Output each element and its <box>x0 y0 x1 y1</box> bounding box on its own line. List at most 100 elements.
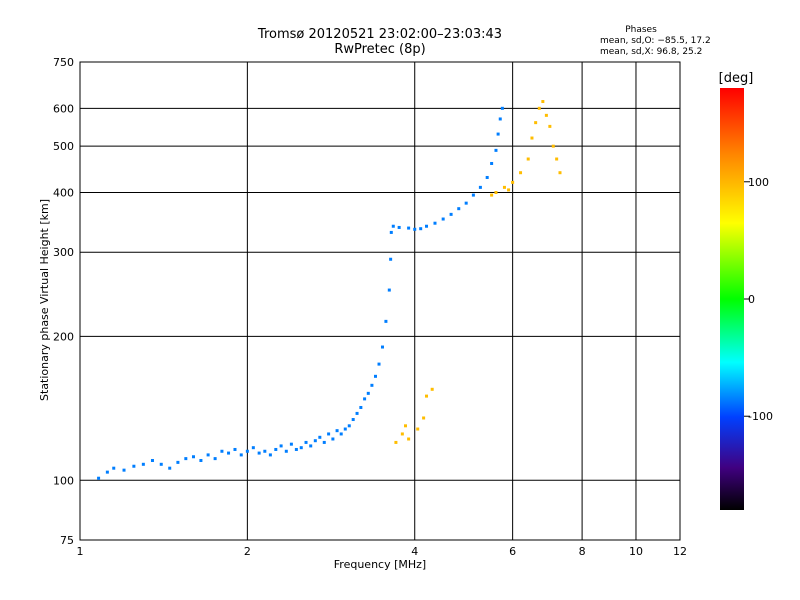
y-tick-label: 750 <box>53 56 74 69</box>
data-point-o <box>413 227 417 231</box>
data-point-x <box>537 106 541 110</box>
colorbar-label: [deg] <box>719 71 754 86</box>
y-tick-label: 600 <box>53 102 74 115</box>
data-point-o <box>274 447 278 451</box>
data-point-o <box>150 458 154 462</box>
data-point-o <box>309 444 313 448</box>
data-point-o <box>490 161 494 165</box>
data-point-o <box>141 462 145 466</box>
data-point-o <box>331 437 335 441</box>
data-point-o <box>105 470 109 474</box>
colorbar-tick-label: -100 <box>748 410 773 423</box>
chart-title: Tromsø 20120521 23:02:00–23:03:43 <box>257 27 502 42</box>
colorbar-tick-label: 0 <box>748 293 755 306</box>
data-point-x <box>407 437 411 441</box>
data-point-o <box>457 207 461 211</box>
grid-lines <box>80 62 680 540</box>
data-point-o <box>449 212 453 216</box>
data-point-o <box>313 439 317 443</box>
data-point-o <box>132 464 136 468</box>
data-point-x <box>430 387 434 391</box>
colorbar-tick-label: 100 <box>748 176 769 189</box>
y-tick-label: 100 <box>53 474 74 487</box>
data-point-o <box>433 221 437 225</box>
data-point-x <box>425 394 429 398</box>
data-point-o <box>441 217 445 221</box>
data-point-o <box>122 468 126 472</box>
phase-box-title: Phases <box>625 25 657 35</box>
data-point-x <box>511 180 515 184</box>
plot-area <box>79 61 681 541</box>
data-point-o <box>419 227 423 231</box>
data-point-o <box>322 440 326 444</box>
data-point-o <box>233 447 237 451</box>
data-point-o <box>279 444 283 448</box>
x-axis-ticks: 1 2 4 6 8 10 12 <box>77 545 688 558</box>
data-point-x <box>551 144 555 148</box>
chart-subtitle: RwPretec (8p) <box>334 42 425 57</box>
x-tick-label: 4 <box>411 545 418 558</box>
data-point-o <box>206 453 210 457</box>
data-point-o <box>239 453 243 457</box>
data-point-x <box>494 190 498 194</box>
data-point-o <box>168 466 172 470</box>
data-points <box>97 100 562 480</box>
x-axis-label: Frequency [MHz] <box>334 558 426 571</box>
data-point-o <box>384 319 388 323</box>
data-point-o <box>366 391 370 395</box>
data-point-x <box>394 440 398 444</box>
data-point-x <box>541 100 545 104</box>
data-point-x <box>558 171 562 175</box>
data-point-o <box>478 185 482 189</box>
data-point-x <box>530 136 534 140</box>
x-tick-label: 6 <box>509 545 516 558</box>
data-point-o <box>397 225 401 229</box>
data-point-o <box>389 257 393 261</box>
data-point-o <box>112 466 116 470</box>
y-tick-label: 200 <box>53 330 74 343</box>
data-point-o <box>245 449 249 453</box>
data-point-o <box>263 449 267 453</box>
data-point-o <box>391 224 395 228</box>
y-tick-label: 500 <box>53 140 74 153</box>
data-point-o <box>339 432 343 436</box>
y-axis-label: Stationary phase Virtual Height [km] <box>38 199 51 401</box>
data-point-o <box>359 405 363 409</box>
data-point-x <box>526 157 530 161</box>
x-tick-label: 8 <box>579 545 586 558</box>
x-tick-label: 2 <box>244 545 251 558</box>
data-point-o <box>498 117 502 121</box>
data-point-o <box>363 397 367 401</box>
phase-box-x-stats: mean, sd,X: 96.8, 25.2 <box>600 47 702 57</box>
data-point-x <box>400 432 404 436</box>
data-point-o <box>191 455 195 459</box>
data-point-o <box>299 446 303 450</box>
x-tick-label: 1 <box>77 545 84 558</box>
y-tick-label: 300 <box>53 246 74 259</box>
data-point-o <box>227 451 231 455</box>
data-point-o <box>213 457 217 461</box>
data-point-o <box>407 226 411 230</box>
data-point-x <box>548 124 552 128</box>
data-point-x <box>544 113 548 117</box>
y-axis-ticks: 75 100 200 300 400 500 600 750 <box>53 56 74 547</box>
data-point-x <box>502 185 506 189</box>
data-point-x <box>534 121 538 125</box>
data-point-x <box>555 157 559 161</box>
data-point-o <box>304 440 308 444</box>
data-point-o <box>464 201 468 205</box>
data-point-o <box>373 374 377 378</box>
data-point-o <box>471 193 475 197</box>
data-point-o <box>377 362 381 366</box>
data-point-o <box>199 458 203 462</box>
data-point-o <box>289 442 293 446</box>
data-point-x <box>519 171 523 175</box>
x-tick-label: 10 <box>629 545 643 558</box>
x-tick-label: 12 <box>673 545 687 558</box>
data-point-o <box>355 411 359 415</box>
data-point-o <box>370 383 374 387</box>
data-point-o <box>97 476 101 480</box>
data-point-o <box>251 446 255 450</box>
data-point-x <box>404 424 408 428</box>
